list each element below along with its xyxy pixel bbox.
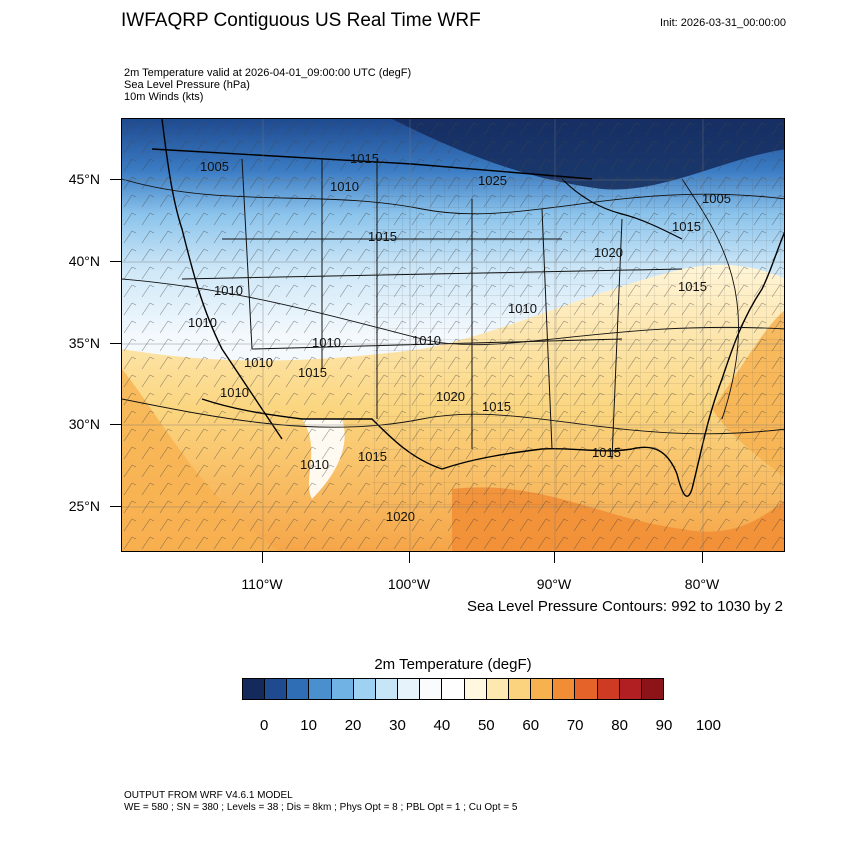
colorbar-swatch — [420, 679, 443, 699]
west-coast — [161, 119, 283, 440]
lon-tick — [554, 552, 555, 563]
colorbar-swatch — [531, 679, 554, 699]
colorbar-swatch — [508, 679, 532, 699]
contour-note: Sea Level Pressure Contours: 992 to 1030… — [466, 598, 783, 615]
graticule — [122, 119, 784, 551]
lat-tick — [110, 343, 121, 344]
lon-label-110w: 110°W — [241, 576, 283, 592]
colorbar-tick-label: 10 — [300, 717, 317, 734]
colorbar-swatch — [265, 679, 288, 699]
colorbar-tick-label: 50 — [477, 717, 495, 734]
lat-label-45n: 45°N — [68, 171, 100, 187]
lon-label-90w: 90°W — [536, 576, 572, 592]
pressure-label: 1015 — [672, 219, 701, 234]
pressure-label: 1020 — [386, 509, 415, 524]
pressure-label: 1015 — [298, 365, 327, 380]
pressure-label: 1010 — [214, 283, 243, 298]
colorbar-swatch — [575, 679, 598, 699]
lat-label-35n: 35°N — [68, 335, 100, 351]
init-time: Init: 2026-03-31_00:00:00 — [660, 17, 786, 29]
weather-map: 1005 1015 1010 1025 1015 1005 1020 1015 1010 1010… — [121, 118, 785, 552]
colorbar-swatch — [375, 679, 399, 699]
colorbar-swatch — [353, 679, 376, 699]
lat-tick — [110, 424, 121, 425]
page-title: IWFAQRP Contiguous US Real Time WRF — [121, 10, 481, 31]
footer-model: OUTPUT FROM WRF V4.6.1 MODEL — [124, 790, 293, 801]
lat-tick — [110, 506, 121, 507]
canada-border — [151, 148, 593, 180]
mexico-border — [201, 398, 443, 470]
pressure-label: 1020 — [594, 245, 623, 260]
lon-label-100w: 100°W — [387, 576, 431, 592]
colorbar-swatch — [464, 679, 487, 699]
colorbar-tick-label: 60 — [522, 717, 540, 734]
pressure-label: 1010 — [330, 179, 359, 194]
colorbar-swatch — [486, 679, 509, 699]
pressure-label: 1015 — [678, 279, 707, 294]
colorbar — [242, 678, 664, 700]
colorbar-swatch — [331, 679, 354, 699]
east-coast — [691, 231, 784, 490]
pressure-label: 1010 — [300, 457, 329, 472]
lon-tick — [702, 552, 703, 563]
colorbar-tick-label: 90 — [655, 717, 673, 734]
colorbar-swatch — [597, 679, 620, 699]
pressure-label: 1015 — [368, 229, 397, 244]
colorbar-swatch — [243, 679, 266, 699]
colorbar-tick-label: 100 — [695, 717, 721, 734]
subtitle-temperature: 2m Temperature valid at 2026-04-01_09:00… — [124, 67, 412, 79]
pressure-label: 1015 — [482, 399, 511, 414]
lon-label-80w: 80°W — [684, 576, 720, 592]
great-lakes-edge — [561, 178, 683, 240]
lat-label-25n: 25°N — [68, 498, 100, 514]
lon-tick — [262, 552, 263, 563]
pressure-label: 1020 — [436, 389, 465, 404]
pressure-label: 1010 — [220, 385, 249, 400]
footer-config: WE = 580 ; SN = 380 ; Levels = 38 ; Dis … — [124, 802, 518, 813]
colorbar-swatch — [398, 679, 421, 699]
colorbar-swatch — [619, 679, 642, 699]
gulf-coast — [441, 446, 693, 497]
pressure-label: 1010 — [188, 315, 217, 330]
lat-tick — [110, 179, 121, 180]
colorbar-swatch — [442, 679, 465, 699]
pressure-label: 1010 — [508, 301, 537, 316]
pressure-label: 1010 — [412, 333, 441, 348]
colorbar-tick-label: 30 — [389, 717, 406, 734]
pressure-label: 1025 — [478, 173, 507, 188]
isobar — [122, 178, 784, 215]
lat-tick — [110, 261, 121, 262]
pressure-label: 1005 — [200, 159, 229, 174]
isobar — [122, 278, 784, 346]
lat-label-30n: 30°N — [68, 416, 100, 432]
colorbar-tick-label: 0 — [260, 717, 269, 734]
colorbar-tick-label: 70 — [566, 717, 584, 734]
colorbar-swatch — [309, 679, 332, 699]
pressure-label: 1010 — [312, 335, 341, 350]
colorbar-swatch — [287, 679, 310, 699]
wind-barbs — [122, 119, 784, 551]
lon-tick — [409, 552, 410, 563]
subtitle-pressure: Sea Level Pressure (hPa) — [124, 79, 250, 91]
colorbar-swatch — [553, 679, 576, 699]
colorbar-tick-label: 40 — [433, 717, 451, 734]
isobar — [681, 178, 740, 420]
lat-label-40n: 40°N — [68, 253, 100, 269]
colorbar-swatch — [641, 679, 663, 699]
pressure-label: 1005 — [702, 191, 731, 206]
colorbar-tick-label: 80 — [611, 717, 628, 734]
pressure-label: 1015 — [592, 445, 621, 460]
pressure-label: 1015 — [350, 151, 379, 166]
colorbar-tick-label: 20 — [344, 717, 362, 734]
isobar — [122, 398, 784, 435]
colorbar-title: 2m Temperature (degF) — [374, 656, 532, 673]
pressure-label: 1010 — [244, 355, 273, 370]
pressure-label: 1015 — [358, 449, 387, 464]
subtitle-winds: 10m Winds (kts) — [124, 91, 204, 103]
